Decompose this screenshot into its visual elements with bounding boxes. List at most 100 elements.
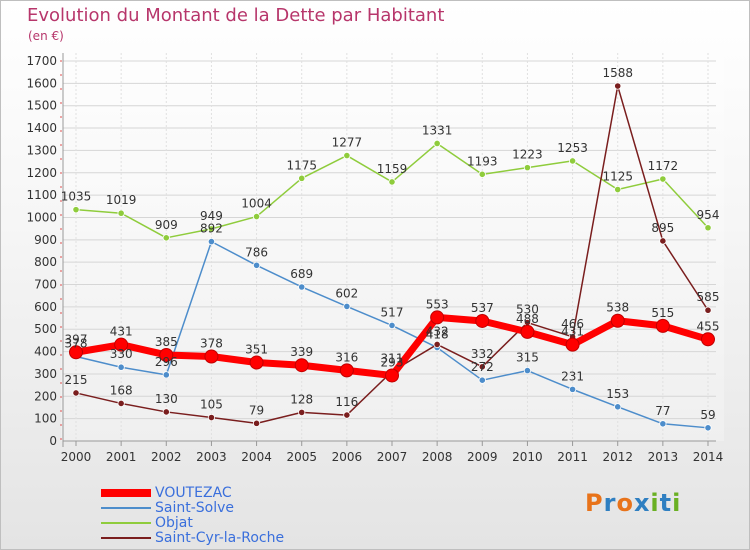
x-tick-label: 2001 [106,450,137,464]
logo-letter: r [603,489,617,517]
data-label: 330 [110,347,133,361]
y-tick-label: 400 [34,345,57,359]
data-label: 105 [200,398,223,412]
data-point [117,209,125,217]
data-label: 1175 [286,158,317,172]
y-tick-label: 1200 [26,166,57,180]
y-tick-label: 0 [49,434,57,448]
data-label: 397 [65,332,88,346]
y-tick-label: 1000 [26,210,57,224]
data-point [568,157,577,165]
data-point [159,347,174,362]
legend-label: Saint-Solve [155,499,235,516]
data-point [704,424,712,432]
y-tick-label: 900 [34,233,57,247]
x-tick-label: 2013 [648,450,679,464]
y-tick-label: 1100 [26,188,57,202]
data-point [475,313,490,328]
legend-swatch [101,521,151,524]
data-point [252,261,261,269]
x-tick-label: 2009 [467,450,498,464]
x-tick-label: 2014 [693,450,724,464]
legend-item: Objat [101,514,284,531]
data-label: 418 [426,328,449,342]
data-point [568,385,577,393]
data-label: 431 [110,325,133,339]
data-point [69,345,83,360]
data-point [433,139,441,148]
data-label: 786 [245,245,268,259]
data-point [388,321,396,330]
data-label: 59 [700,408,715,422]
data-point [207,413,216,422]
data-point [114,337,129,352]
y-tick-label: 800 [34,255,57,269]
data-label: 1004 [241,197,272,211]
legend-label: Saint-Cyr-la-Roche [155,529,285,546]
data-label: 488 [516,312,539,326]
chart-unit: (en €) [28,29,64,43]
data-point [162,408,170,416]
data-point [704,224,712,232]
legend-label: Objat [155,514,193,531]
data-label: 1019 [106,193,137,207]
data-point [565,337,580,352]
x-tick-label: 2005 [286,450,317,464]
data-label: 1159 [377,162,408,176]
legend-item: Saint-Solve [101,499,284,516]
data-label: 466 [561,317,584,331]
x-tick-label: 2011 [557,450,588,464]
data-label: 153 [606,387,629,401]
data-label: 1253 [557,141,588,155]
data-point [252,212,261,221]
data-point [207,238,216,246]
y-tick-label: 300 [34,367,57,381]
data-label: 79 [249,403,264,417]
x-tick-label: 2012 [602,450,633,464]
data-label: 385 [155,335,178,349]
data-label: 311 [381,351,404,365]
y-tick-label: 1700 [26,54,57,68]
data-point [343,411,351,419]
data-point [614,403,622,411]
legend: VOUTEZAC Saint-Solve Objat Saint-Cyr-la-Roc… [101,485,285,546]
data-label: 1277 [332,136,363,150]
data-point [298,408,306,416]
data-label: 1588 [602,66,633,80]
data-point [614,185,622,194]
data-label: 515 [651,306,674,320]
legend-item: VOUTEZAC [101,485,284,501]
data-label: 909 [155,218,178,232]
data-point [343,302,351,311]
data-point [117,363,125,371]
data-point [252,419,261,427]
data-label: 130 [155,392,178,406]
data-label: 351 [245,343,268,357]
y-tick-label: 700 [34,278,57,292]
data-label: 895 [651,221,674,235]
data-label: 168 [110,383,133,397]
x-tick-label: 2006 [332,450,363,464]
y-tick-label: 200 [34,389,57,403]
x-tick-label: 2003 [196,450,227,464]
data-label: 455 [697,319,720,333]
x-tick-label: 2010 [512,450,543,464]
data-label: 537 [471,301,494,315]
logo-letter: o [616,489,634,517]
data-label: 378 [200,337,223,351]
data-label: 272 [471,360,494,374]
data-label: 339 [290,345,313,359]
data-label: 378 [65,337,88,351]
data-point [72,206,80,214]
data-point [207,225,216,233]
data-label: 530 [516,303,539,317]
data-label: 215 [65,373,88,387]
data-point [614,82,622,90]
data-label: 602 [335,286,358,300]
data-label: 1223 [512,148,543,162]
data-point [523,164,532,172]
data-label: 332 [471,347,494,361]
data-label: 116 [335,395,358,409]
